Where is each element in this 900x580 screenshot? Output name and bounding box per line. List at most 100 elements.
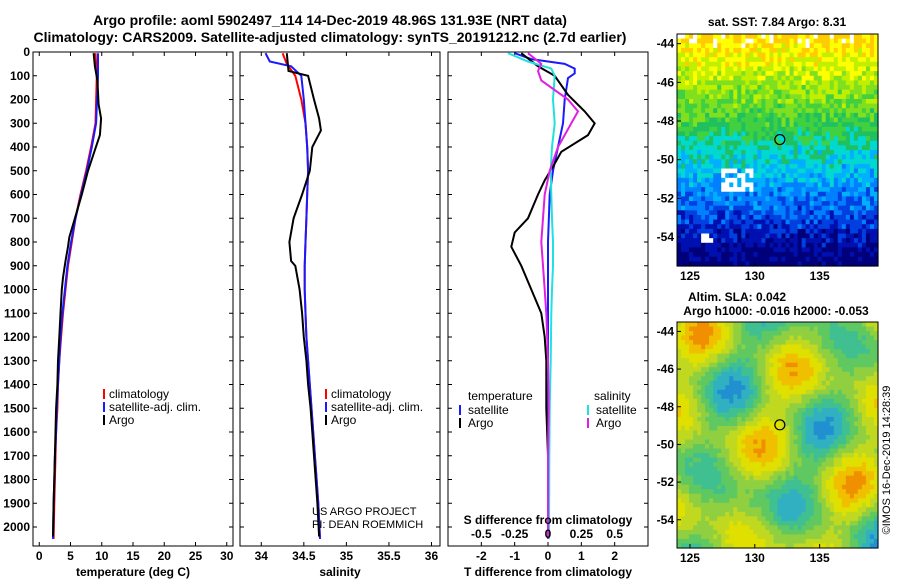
map-cell	[865, 484, 871, 490]
map-cell	[713, 177, 718, 184]
map-cell	[837, 85, 843, 91]
map-cell	[853, 122, 859, 128]
map-cell	[753, 140, 758, 146]
map-cell	[797, 108, 803, 114]
map-cell	[765, 187, 771, 193]
map-cell	[745, 228, 750, 235]
map-cell	[745, 242, 750, 249]
map-cell	[825, 380, 831, 386]
map-cell	[853, 353, 859, 359]
map-cell	[849, 261, 855, 267]
map-cell	[845, 439, 851, 445]
map-cell	[833, 439, 839, 445]
map-cell	[781, 252, 787, 258]
map-cell	[697, 516, 702, 522]
map-cell	[749, 252, 754, 258]
map-cell	[741, 126, 746, 133]
map-cell	[821, 466, 827, 472]
map-cell	[745, 425, 750, 432]
map-cell	[765, 344, 771, 350]
map-cell	[857, 182, 863, 188]
map-cell	[717, 43, 722, 49]
map-cell	[729, 71, 734, 77]
map-cell	[865, 462, 871, 468]
map-cell	[749, 187, 754, 193]
map-cell	[837, 233, 843, 239]
map-cell	[845, 205, 851, 211]
map-cell	[713, 98, 718, 105]
map-cell	[761, 502, 767, 508]
map-cell	[841, 353, 847, 359]
map-cell	[785, 439, 791, 445]
map-cell	[761, 163, 767, 170]
map-cell	[773, 117, 779, 123]
map-cell	[693, 233, 698, 239]
map-cell	[781, 389, 787, 395]
map-cell	[769, 453, 775, 459]
map-cell	[769, 344, 775, 350]
map-cell	[829, 122, 835, 128]
map-cell	[817, 489, 823, 495]
map-cell	[849, 511, 855, 517]
map-cell	[781, 466, 787, 472]
map-cell	[681, 498, 686, 504]
map-cell	[849, 394, 855, 400]
map-cell	[737, 173, 742, 179]
map-cell	[733, 261, 738, 267]
map-cell	[813, 439, 819, 445]
map-cell	[837, 398, 843, 404]
map-cell	[697, 103, 702, 109]
map-cell	[693, 498, 698, 504]
map-cell	[733, 136, 738, 142]
map-cell	[757, 502, 763, 508]
map-cell	[697, 150, 702, 156]
map-cell	[741, 498, 746, 504]
map-cell	[861, 498, 867, 504]
map-cell	[685, 371, 690, 377]
map-cell	[837, 66, 843, 72]
map-cell	[745, 439, 750, 445]
map-cell	[709, 187, 714, 193]
map-cell	[681, 453, 686, 459]
map-cell	[781, 416, 787, 423]
map-cell	[869, 457, 875, 463]
map-cell	[809, 493, 815, 499]
map-cell	[853, 75, 859, 81]
series-line-salinity-satellite	[507, 52, 556, 539]
map-cell	[701, 326, 706, 332]
map-cell	[865, 210, 871, 216]
map-cell	[765, 80, 771, 86]
map-cell	[729, 57, 734, 63]
map-cell	[677, 163, 682, 170]
map-cell	[841, 71, 847, 77]
map-cell	[865, 191, 871, 197]
map-cell	[729, 233, 734, 239]
map-cell	[861, 435, 867, 441]
map-cell	[785, 362, 791, 368]
map-cell	[677, 511, 682, 517]
map-cell	[769, 435, 775, 441]
map-cell	[821, 228, 827, 235]
map-cell	[789, 168, 795, 174]
map-cell	[833, 66, 839, 72]
map-cell	[789, 182, 795, 188]
map-cell	[693, 435, 698, 441]
map-cell	[837, 412, 843, 418]
map-cell	[773, 349, 779, 355]
map-cell	[833, 163, 839, 170]
map-cell	[793, 507, 799, 513]
map-cell	[689, 196, 694, 202]
map-cell	[745, 191, 750, 197]
map-cell	[717, 326, 722, 332]
map-cell	[689, 80, 694, 86]
map-cell	[781, 224, 787, 230]
map-cell	[693, 462, 698, 468]
map-cell	[797, 247, 803, 253]
map-cell	[701, 462, 706, 468]
map-cell	[749, 448, 754, 454]
map-cell	[853, 326, 859, 332]
map-cell	[853, 398, 859, 404]
map-cell	[817, 214, 823, 221]
map-cell	[801, 228, 807, 235]
map-cell	[697, 256, 702, 262]
